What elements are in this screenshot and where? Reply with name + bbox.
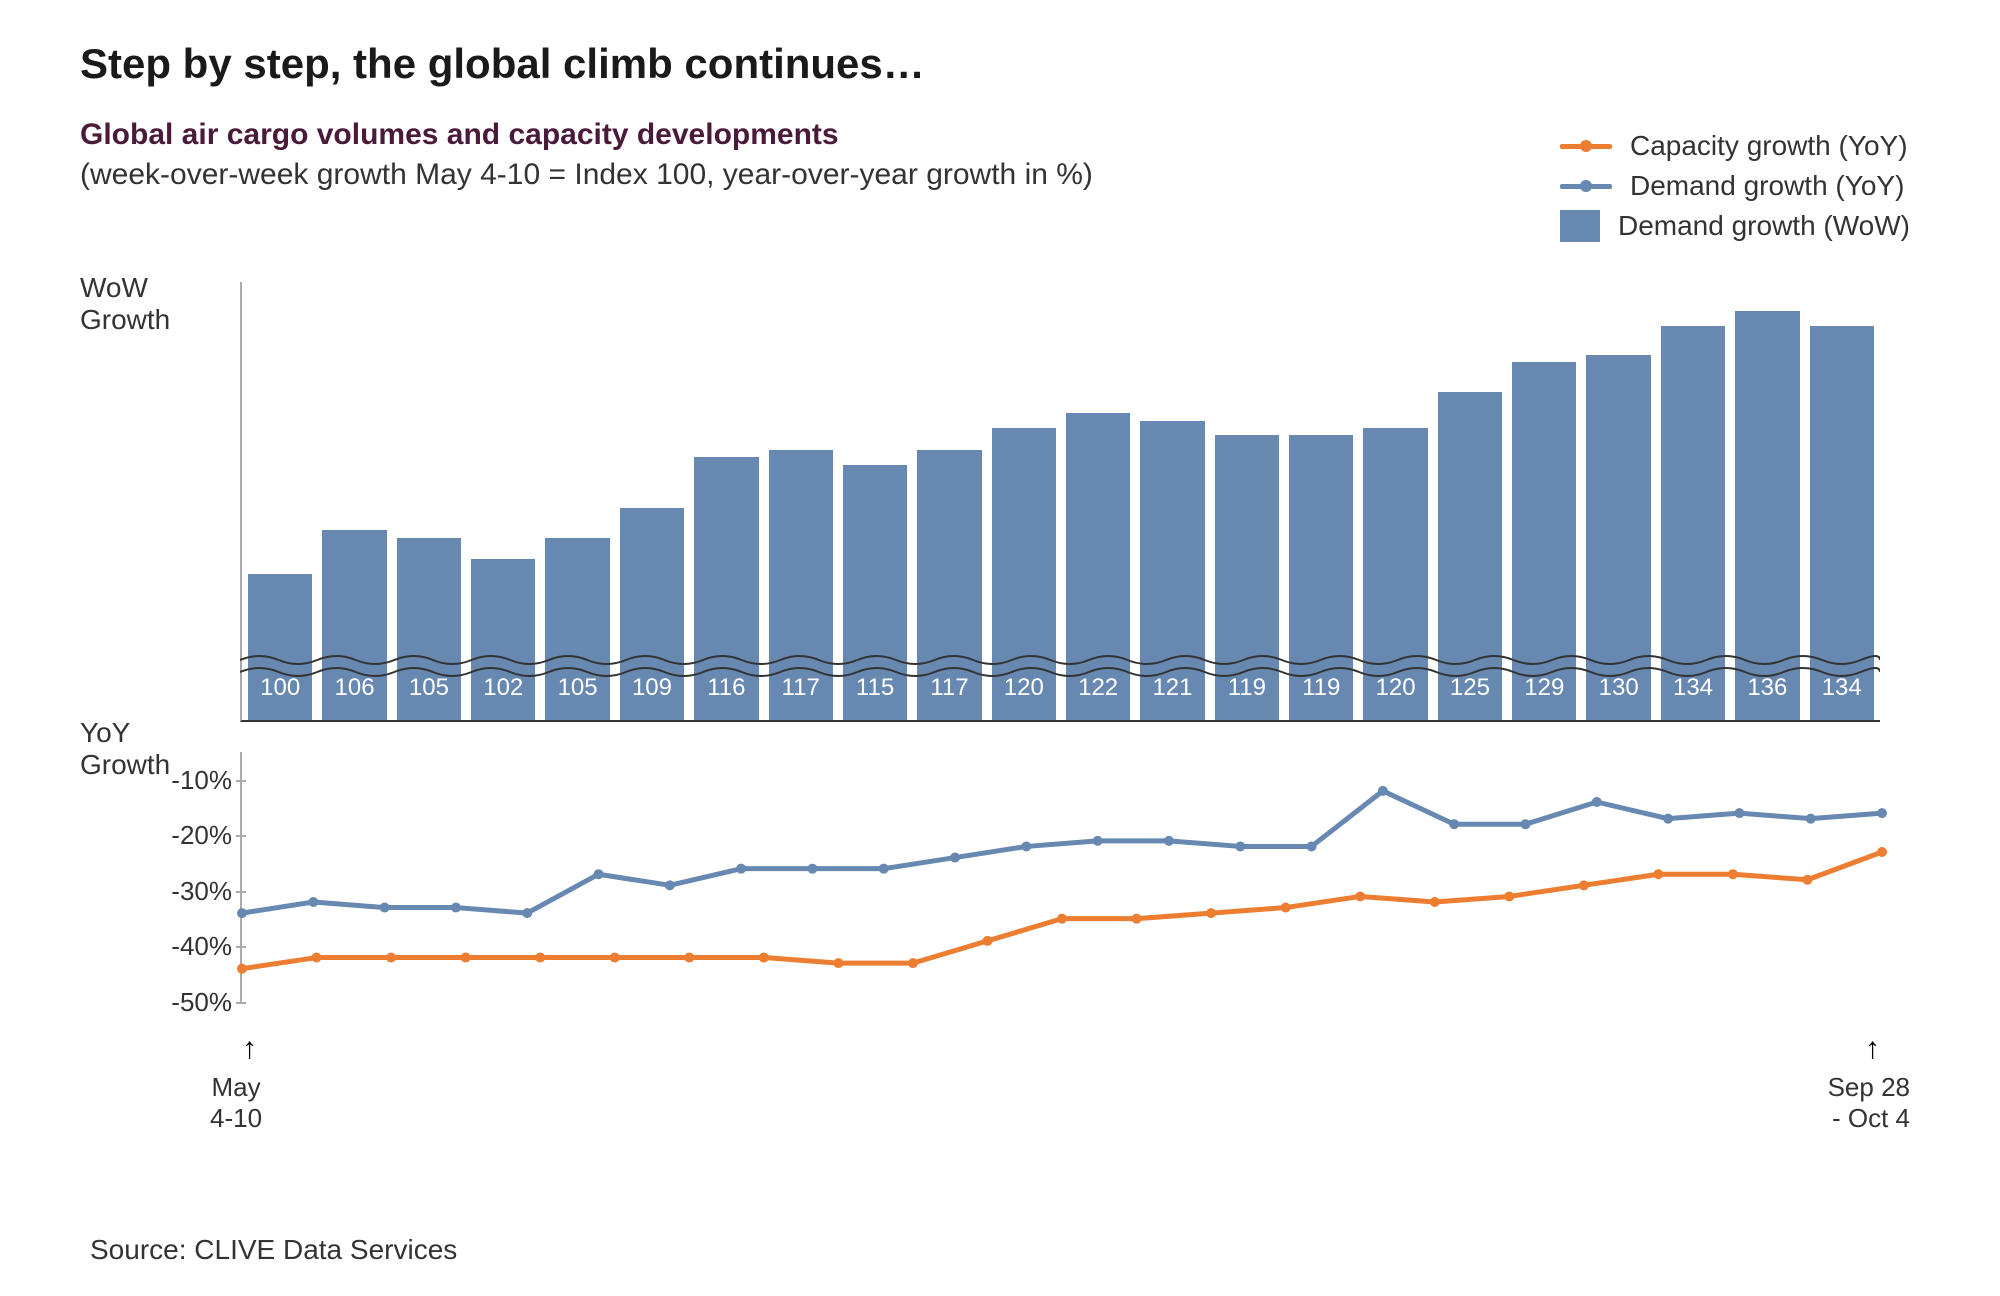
line-marker — [380, 903, 390, 913]
line-marker — [1806, 814, 1816, 824]
line-marker — [594, 869, 604, 879]
line-marker — [1734, 808, 1744, 818]
line-marker — [237, 908, 247, 918]
line-marker — [461, 953, 471, 963]
line-marker — [1281, 903, 1291, 913]
line-marker — [1802, 875, 1812, 885]
line-marker — [736, 864, 746, 874]
line-marker — [1592, 797, 1602, 807]
line-chart: -10%-20%-30%-40%-50% — [240, 752, 1880, 1002]
line-marker — [308, 897, 318, 907]
y-tick-label: -20% — [132, 820, 232, 851]
line-marker — [1206, 908, 1216, 918]
bar: 115 — [843, 465, 907, 721]
legend-item-capacity: Capacity growth (YoY) — [1560, 130, 1910, 162]
y-tick-label: -10% — [132, 765, 232, 796]
line-marker — [950, 853, 960, 863]
line-marker — [610, 953, 620, 963]
chart-area: WoW Growth 10010610510210510911611711511… — [80, 222, 1920, 1122]
x-label-end: Sep 28 - Oct 4 — [1828, 1072, 1910, 1134]
line-marker — [522, 908, 532, 918]
bar: 100 — [248, 574, 312, 720]
bar: 109 — [620, 508, 684, 720]
line-marker — [1057, 914, 1067, 924]
line-marker — [1132, 914, 1142, 924]
bar: 102 — [471, 559, 535, 720]
line-marker — [982, 936, 992, 946]
line-marker — [451, 903, 461, 913]
line-marker — [1355, 891, 1365, 901]
y-tick-label: -40% — [132, 931, 232, 962]
line-marker — [684, 953, 694, 963]
line-marker — [1877, 808, 1887, 818]
bar: 105 — [397, 538, 461, 721]
line-marker — [665, 880, 675, 890]
line-marker — [1378, 786, 1388, 796]
bar: 105 — [545, 538, 609, 721]
bar: 106 — [322, 530, 386, 720]
line-marker — [1093, 836, 1103, 846]
line-marker — [1520, 819, 1530, 829]
y-tick-mark — [236, 1002, 246, 1004]
line-marker — [1504, 891, 1514, 901]
arrow-up-icon: ↑ — [1865, 1032, 1880, 1066]
line-marker — [1579, 880, 1589, 890]
line-marker — [312, 953, 322, 963]
line-marker — [1663, 814, 1673, 824]
line-marker — [879, 864, 889, 874]
legend-label-demand-yoy: Demand growth (YoY) — [1630, 170, 1904, 202]
bar: 116 — [694, 457, 758, 720]
line-marker — [759, 953, 769, 963]
line-series — [242, 791, 1882, 913]
y-tick-label: -50% — [132, 987, 232, 1018]
line-marker — [1021, 841, 1031, 851]
line-marker — [386, 953, 396, 963]
line-marker — [1877, 847, 1887, 857]
legend-swatch-capacity — [1560, 144, 1612, 149]
line-marker — [1307, 841, 1317, 851]
line-marker — [1235, 841, 1245, 851]
line-marker — [1430, 897, 1440, 907]
source-attribution: Source: CLIVE Data Services — [90, 1234, 457, 1266]
line-chart-svg — [242, 752, 1880, 1002]
line-marker — [535, 953, 545, 963]
legend-label-capacity: Capacity growth (YoY) — [1630, 130, 1908, 162]
x-label-start: May 4-10 — [210, 1072, 262, 1134]
legend-item-demand-yoy: Demand growth (YoY) — [1560, 170, 1910, 202]
y-tick-label: -30% — [132, 876, 232, 907]
line-marker — [1449, 819, 1459, 829]
line-marker — [833, 958, 843, 968]
legend-swatch-demand-yoy — [1560, 184, 1612, 189]
line-marker — [1728, 869, 1738, 879]
arrow-up-icon: ↑ — [242, 1032, 257, 1066]
line-marker — [908, 958, 918, 968]
line-marker — [1164, 836, 1174, 846]
line-marker — [237, 964, 247, 974]
chart-title: Step by step, the global climb continues… — [80, 40, 1920, 88]
axis-break-icon — [240, 652, 1880, 680]
wow-axis-label: WoW Growth — [80, 272, 170, 336]
line-marker — [807, 864, 817, 874]
line-marker — [1653, 869, 1663, 879]
